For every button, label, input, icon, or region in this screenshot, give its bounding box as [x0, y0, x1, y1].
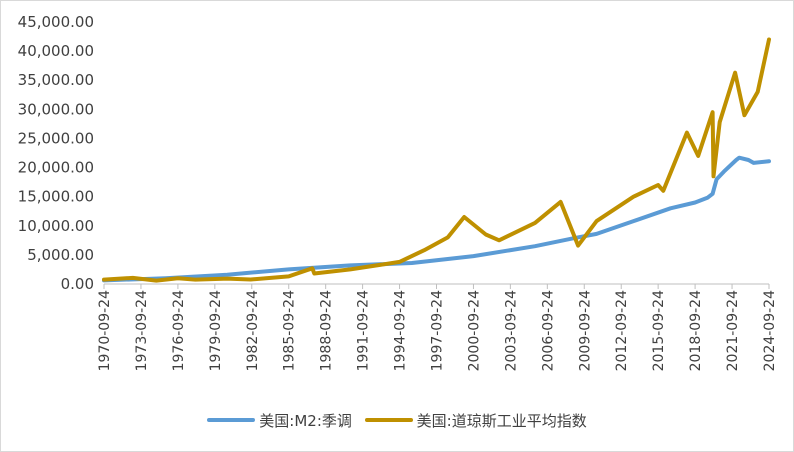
x-tick-label: 2024-09-24: [762, 290, 778, 371]
x-axis: 1970-09-24 1973-09-24 1976-09-24 1979-09-24…: [97, 283, 778, 371]
legend-label-djia: 美国:道琼斯工业平均指数: [416, 411, 587, 430]
series-line-0: [102, 155, 771, 283]
x-tick-label: 2009-09-24: [577, 290, 593, 371]
x-tick-label: 1970-09-24: [97, 290, 113, 371]
chart-legend: 美国:M2:季调 美国:道琼斯工业平均指数: [0, 408, 794, 431]
y-tick-label: 10,000.00: [18, 217, 94, 235]
x-tick-label: 1979-09-24: [208, 290, 224, 371]
y-tick-label: 25,000.00: [18, 129, 94, 147]
x-tick-label: 1997-09-24: [430, 290, 446, 371]
x-tick-label: 2012-09-24: [614, 290, 630, 371]
x-tick-label: 1976-09-24: [171, 290, 187, 371]
legend-item-m2: 美国:M2:季调: [207, 410, 352, 431]
x-tick-label: 1991-09-24: [356, 290, 372, 371]
legend-swatch-djia: [364, 418, 413, 422]
x-tick-label: 2015-09-24: [651, 290, 667, 371]
x-tick-label: 2021-09-24: [725, 290, 741, 371]
legend-label-m2: 美国:M2:季调: [259, 411, 352, 430]
y-tick-label: 5,000.00: [27, 246, 94, 264]
y-tick-label: 0.00: [61, 275, 94, 293]
y-tick-label: 30,000.00: [18, 100, 94, 118]
legend-item-djia: 美国:道琼斯工业平均指数: [364, 410, 587, 431]
y-tick-label: 20,000.00: [18, 159, 94, 177]
x-tick-label: 1985-09-24: [282, 290, 298, 371]
plot-series: [102, 37, 771, 283]
x-tick-label: 1982-09-24: [245, 290, 261, 371]
y-axis: 0.00 5,000.00 10,000.00 15,000.00 20,000.00 2…: [18, 13, 94, 293]
y-tick-label: 15,000.00: [18, 188, 94, 206]
x-tick-label: 1994-09-24: [393, 290, 409, 371]
y-tick-label: 35,000.00: [18, 71, 94, 89]
x-tick-label: 2006-09-24: [540, 290, 556, 371]
x-tick-label: 2018-09-24: [688, 290, 704, 371]
x-tick-label: 1988-09-24: [319, 290, 335, 371]
x-tick-label: 2000-09-24: [466, 290, 482, 371]
y-tick-label: 40,000.00: [18, 42, 94, 60]
y-tick-label: 45,000.00: [18, 13, 94, 31]
x-tick-label: 2003-09-24: [503, 290, 519, 371]
series-line-1: [102, 37, 771, 283]
legend-swatch-m2: [207, 418, 256, 422]
x-tick-label: 1973-09-24: [134, 290, 150, 371]
